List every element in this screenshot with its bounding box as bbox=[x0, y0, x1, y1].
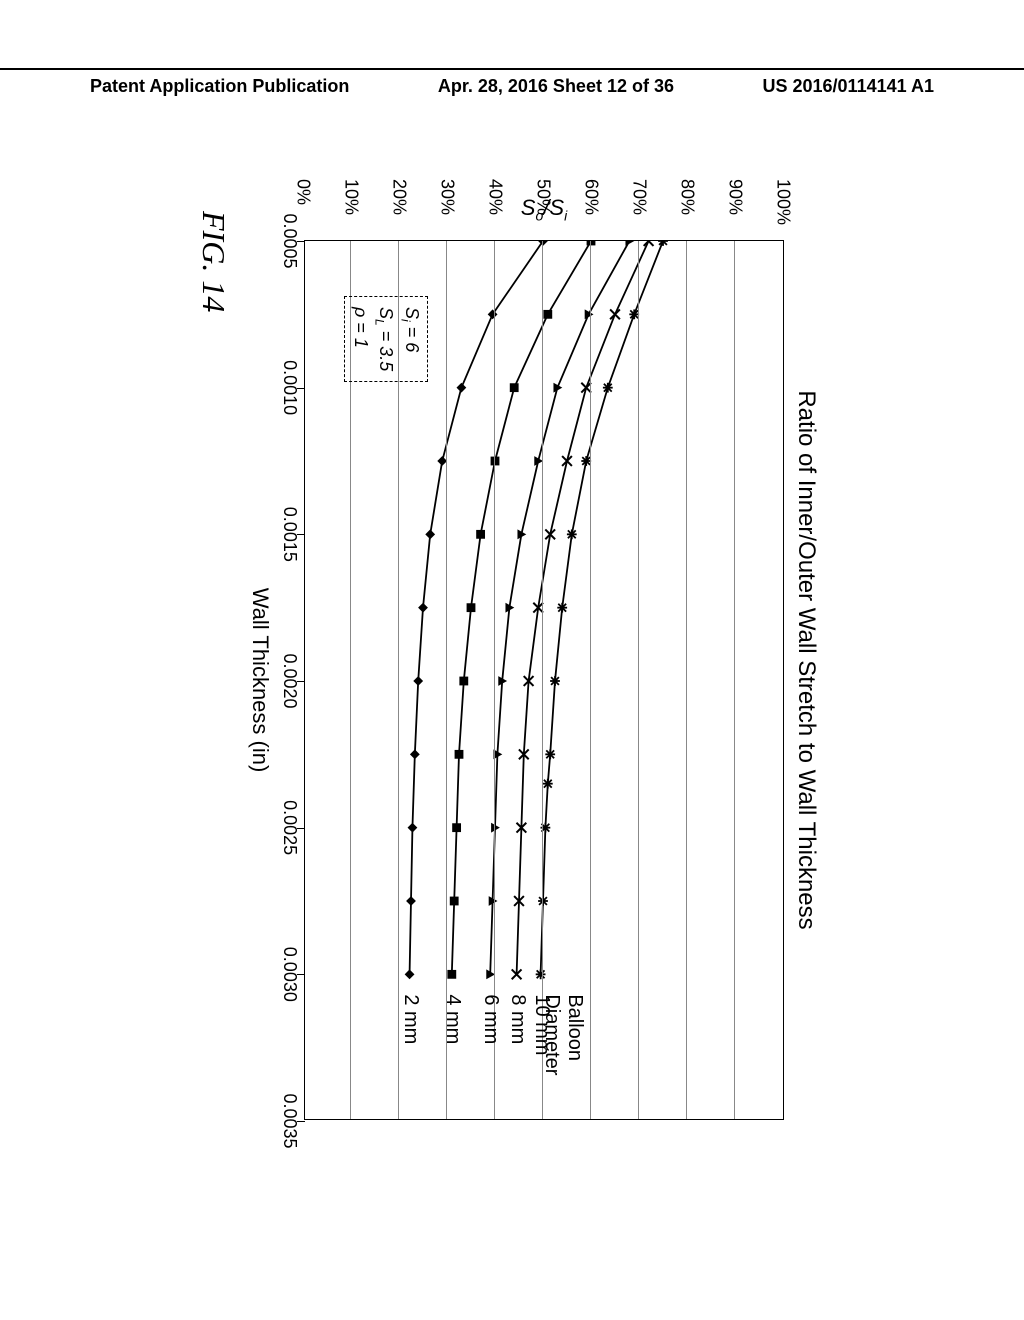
y-tick-label: 50% bbox=[533, 179, 554, 215]
data-marker bbox=[625, 241, 634, 246]
legend-item: 10 mm bbox=[530, 994, 553, 1055]
data-marker bbox=[459, 677, 468, 686]
data-marker bbox=[410, 749, 420, 759]
data-marker bbox=[418, 603, 428, 613]
data-marker bbox=[452, 823, 461, 832]
x-tick-mark bbox=[297, 974, 305, 975]
header-left: Patent Application Publication bbox=[90, 70, 349, 97]
data-marker bbox=[543, 310, 552, 319]
grid-line bbox=[734, 241, 735, 1119]
data-marker bbox=[567, 529, 577, 539]
x-axis-label: Wall Thickness (in) bbox=[247, 588, 273, 773]
y-tick-label: 20% bbox=[389, 179, 410, 215]
data-marker bbox=[510, 383, 519, 392]
data-marker bbox=[557, 603, 567, 613]
data-marker bbox=[408, 823, 418, 833]
data-marker bbox=[545, 749, 555, 759]
x-tick-mark bbox=[297, 681, 305, 682]
data-marker bbox=[550, 676, 560, 686]
x-tick-mark bbox=[297, 1121, 305, 1122]
series-line bbox=[410, 241, 543, 974]
data-marker bbox=[644, 241, 654, 246]
y-tick-label: 30% bbox=[437, 179, 458, 215]
chart-title: Ratio of Inner/Outer Wall Stretch to Wal… bbox=[792, 160, 820, 1160]
data-marker bbox=[406, 896, 416, 906]
data-marker bbox=[447, 970, 456, 979]
parameter-box: Si = 6SL = 3.5ρ = 1 bbox=[344, 296, 428, 382]
series-line bbox=[452, 241, 630, 974]
y-tick-label: 70% bbox=[629, 179, 650, 215]
header-center: Apr. 28, 2016 Sheet 12 of 36 bbox=[438, 70, 674, 97]
data-marker bbox=[536, 969, 546, 979]
y-tick-label: 90% bbox=[725, 179, 746, 215]
y-tick-label: 60% bbox=[581, 179, 602, 215]
data-marker bbox=[413, 676, 423, 686]
data-marker bbox=[543, 779, 553, 789]
grid-line bbox=[446, 241, 447, 1119]
data-marker bbox=[538, 896, 548, 906]
legend-item: 2 mm bbox=[399, 994, 422, 1044]
plot-area: So/Si Wall Thickness (in) FIG. 14 0%10%2… bbox=[304, 240, 784, 1120]
legend-item: 4 mm bbox=[441, 994, 464, 1044]
data-marker bbox=[457, 383, 467, 393]
data-marker bbox=[476, 530, 485, 539]
y-tick-label: 80% bbox=[677, 179, 698, 215]
data-marker bbox=[610, 309, 620, 319]
legend-item: 6 mm bbox=[479, 994, 502, 1044]
grid-line bbox=[638, 241, 639, 1119]
legend-item: 8 mm bbox=[506, 994, 529, 1044]
data-marker bbox=[587, 241, 596, 245]
x-tick-mark bbox=[297, 828, 305, 829]
data-marker bbox=[491, 457, 500, 466]
grid-line bbox=[686, 241, 687, 1119]
figure-number: FIG. 14 bbox=[195, 211, 232, 312]
data-marker bbox=[658, 241, 668, 246]
chart-container: Ratio of Inner/Outer Wall Stretch to Wal… bbox=[200, 160, 820, 1160]
data-marker bbox=[425, 529, 435, 539]
y-tick-label: 10% bbox=[341, 179, 362, 215]
data-marker bbox=[467, 603, 476, 612]
y-tick-label: 0% bbox=[293, 179, 314, 205]
data-marker bbox=[450, 897, 459, 906]
y-tick-label: 40% bbox=[485, 179, 506, 215]
page-header: Patent Application Publication Apr. 28, … bbox=[0, 68, 1024, 97]
data-marker bbox=[405, 969, 415, 979]
x-tick-mark bbox=[297, 388, 305, 389]
y-tick-label: 100% bbox=[773, 179, 794, 225]
header-right: US 2016/0114141 A1 bbox=[763, 70, 934, 97]
x-tick-mark bbox=[297, 534, 305, 535]
data-marker bbox=[603, 383, 613, 393]
data-marker bbox=[455, 750, 464, 759]
x-tick-mark bbox=[297, 241, 305, 242]
rotated-figure-area: Ratio of Inner/Outer Wall Stretch to Wal… bbox=[10, 270, 1010, 1050]
grid-line bbox=[542, 241, 543, 1119]
grid-line bbox=[590, 241, 591, 1119]
grid-line bbox=[494, 241, 495, 1119]
